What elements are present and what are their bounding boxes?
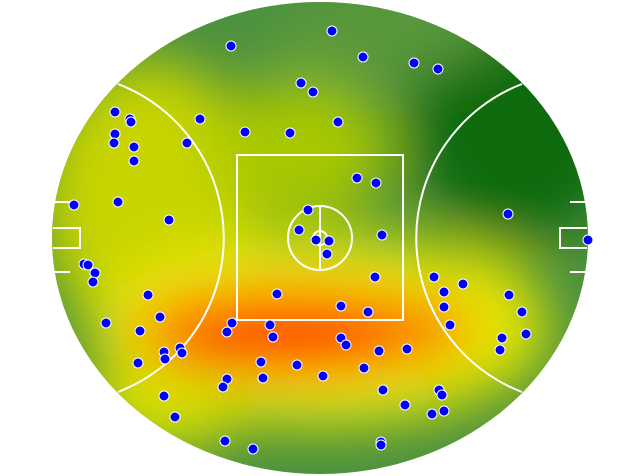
point [377, 384, 389, 396]
point [87, 276, 99, 288]
point [326, 25, 338, 37]
point [494, 344, 506, 356]
point [335, 300, 347, 312]
point [438, 286, 450, 298]
point [176, 347, 188, 359]
point [247, 443, 259, 455]
point [163, 214, 175, 226]
point [125, 116, 137, 128]
point [169, 411, 181, 423]
point [267, 331, 279, 343]
point [428, 271, 440, 283]
point [255, 356, 267, 368]
point [426, 408, 438, 420]
point [503, 289, 515, 301]
point [340, 339, 352, 351]
point [158, 390, 170, 402]
point [307, 86, 319, 98]
point [362, 306, 374, 318]
point [271, 288, 283, 300]
point [128, 155, 140, 167]
point [109, 128, 121, 140]
point [293, 224, 305, 236]
point [221, 326, 233, 338]
point [436, 389, 448, 401]
point [295, 77, 307, 89]
point [516, 306, 528, 318]
point [399, 399, 411, 411]
point [225, 40, 237, 52]
point [438, 405, 450, 417]
point [432, 63, 444, 75]
point [100, 317, 112, 329]
point [109, 106, 121, 118]
point [369, 271, 381, 283]
point [128, 141, 140, 153]
point [444, 319, 456, 331]
point [520, 328, 532, 340]
point [154, 311, 166, 323]
point [142, 289, 154, 301]
point [373, 345, 385, 357]
point [291, 359, 303, 371]
point [457, 278, 469, 290]
point [323, 235, 335, 247]
point [502, 208, 514, 220]
point [159, 353, 171, 365]
point [370, 177, 382, 189]
point [375, 439, 387, 451]
point [181, 137, 193, 149]
point [82, 259, 94, 271]
point [357, 51, 369, 63]
point [264, 319, 276, 331]
dots [68, 25, 594, 455]
point [408, 57, 420, 69]
point [351, 172, 363, 184]
point [332, 116, 344, 128]
point [302, 204, 314, 216]
point [217, 381, 229, 393]
point [68, 199, 80, 211]
point [438, 301, 450, 313]
point [321, 248, 333, 260]
point [257, 372, 269, 384]
point [194, 113, 206, 125]
point [358, 362, 370, 374]
point [496, 332, 508, 344]
point [401, 343, 413, 355]
point [219, 435, 231, 447]
point [582, 234, 594, 246]
point [317, 370, 329, 382]
point [132, 357, 144, 369]
point [112, 196, 124, 208]
point [89, 267, 101, 279]
point [310, 234, 322, 246]
point [108, 137, 120, 149]
point [134, 325, 146, 337]
point [376, 229, 388, 241]
point [226, 317, 238, 329]
point [284, 127, 296, 139]
point [239, 126, 251, 138]
